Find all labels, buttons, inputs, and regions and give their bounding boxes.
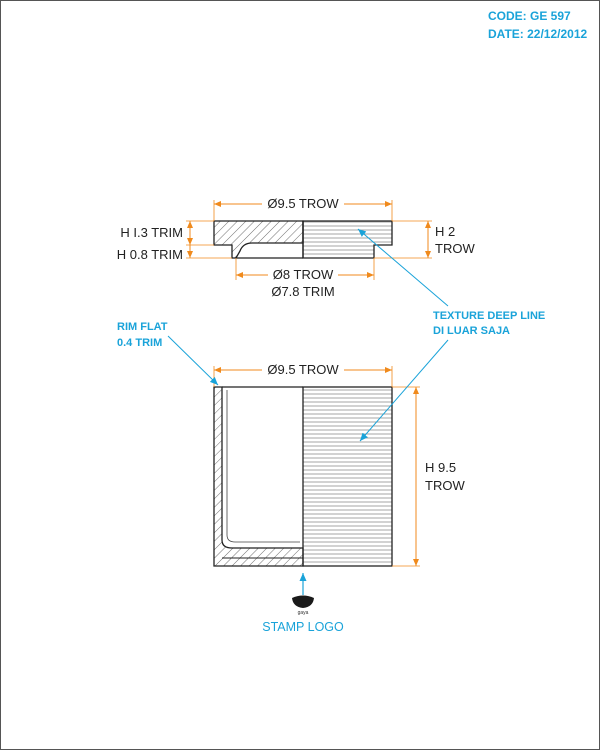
rim-note-line2: 0.4 TRIM <box>117 337 162 349</box>
lid-section-hatched <box>213 220 304 259</box>
texture-leader-front <box>359 339 449 442</box>
cup-wall-section <box>213 386 304 567</box>
stamp-logo-icon <box>292 595 314 608</box>
rim-note: RIM FLAT 0.4 TRIM <box>117 321 219 386</box>
texture-leader-top <box>357 228 449 307</box>
cup-outer-textured <box>302 386 393 567</box>
top-section-view: Ø9.5 TROW Ø8 TROW Ø7.8 TRIM H I.3 TRIM H… <box>117 196 475 299</box>
dim-height-trim-lower: H 0.8 TRIM <box>117 247 183 262</box>
rim-leader <box>167 335 219 386</box>
dim-front-diameter: Ø9.5 TROW <box>267 362 339 377</box>
cup-inner-profile <box>226 390 300 543</box>
drawing-code: CODE: GE 597 <box>488 9 571 23</box>
dim-height-trim-upper: H I.3 TRIM <box>120 225 183 240</box>
dim-inner-diameter: Ø8 TROW <box>273 267 334 282</box>
texture-note-line2: DI LUAR SAJA <box>433 325 510 337</box>
dim-total-height-unit: TROW <box>435 241 475 256</box>
front-view: Ø9.5 TROW H 9.5 TROW <box>213 362 465 567</box>
stamp-brand: gaya <box>298 610 309 616</box>
texture-note: TEXTURE DEEP LINE DI LUAR SAJA <box>357 228 545 442</box>
dim-outer-diameter-top: Ø9.5 TROW <box>267 196 339 211</box>
drawing-date: DATE: 22/12/2012 <box>488 27 587 41</box>
stamp-caption: STAMP LOGO <box>262 620 344 634</box>
rim-note-line1: RIM FLAT <box>117 321 168 333</box>
stamp-logo: gaya STAMP LOGO <box>262 573 344 634</box>
dim-front-height-unit: TROW <box>425 478 465 493</box>
texture-note-line1: TEXTURE DEEP LINE <box>433 310 545 322</box>
lid-outer-textured <box>302 220 393 259</box>
dim-total-height-value: H 2 <box>435 224 455 239</box>
dim-trim-diameter: Ø7.8 TRIM <box>271 284 334 299</box>
dim-front-height-value: H 9.5 <box>425 460 456 475</box>
